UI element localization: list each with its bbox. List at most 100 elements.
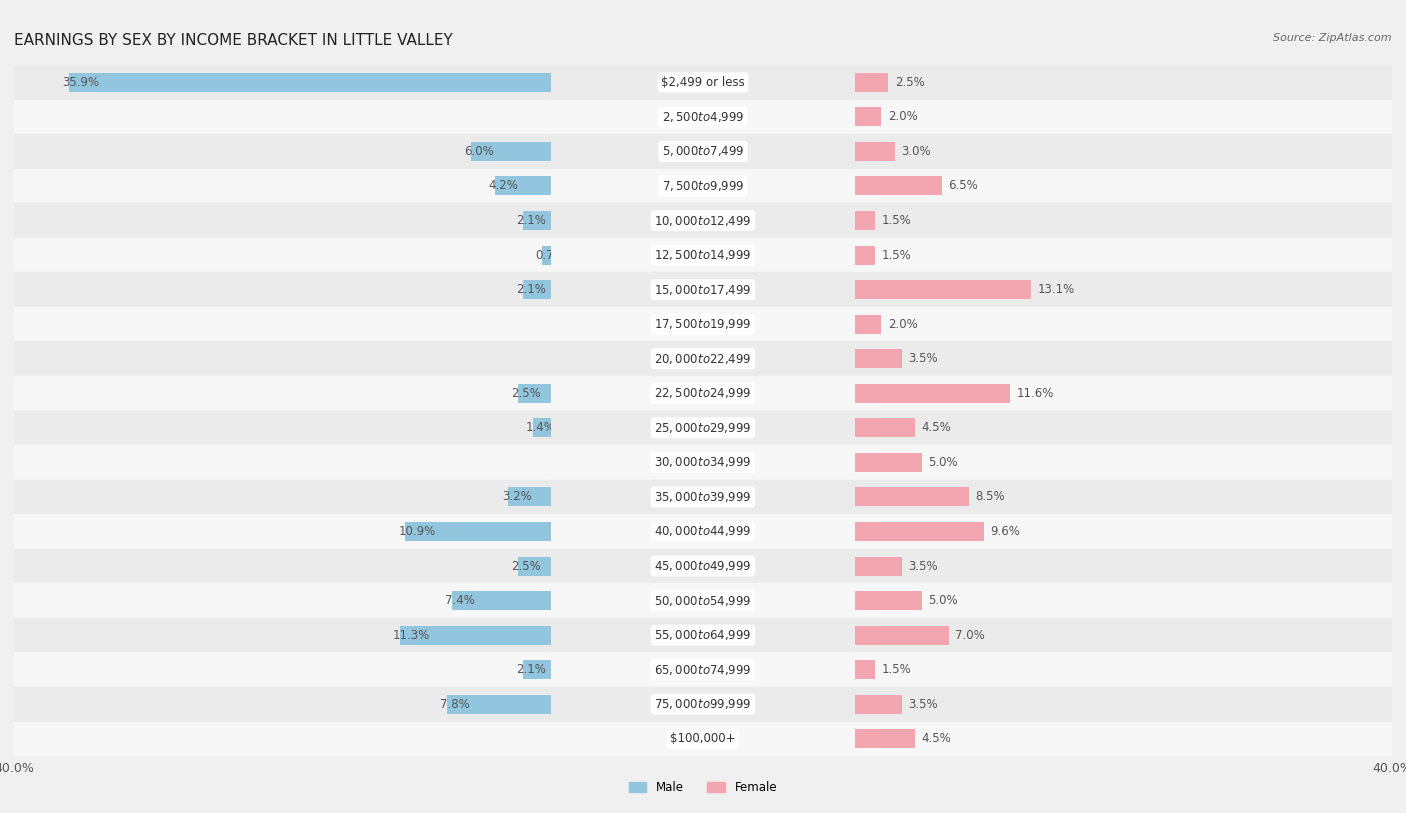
Bar xyxy=(14,584,551,618)
Text: $25,000 to $29,999: $25,000 to $29,999 xyxy=(654,421,752,435)
Bar xyxy=(855,411,1392,446)
Text: 7.0%: 7.0% xyxy=(955,628,986,641)
Text: 13.1%: 13.1% xyxy=(1038,283,1074,296)
Text: 35.9%: 35.9% xyxy=(62,76,100,89)
Bar xyxy=(551,687,855,722)
Bar xyxy=(855,384,1011,402)
Bar xyxy=(855,315,882,333)
Legend: Male, Female: Male, Female xyxy=(624,776,782,799)
Bar xyxy=(451,591,551,610)
Bar xyxy=(855,73,889,92)
Bar xyxy=(855,591,922,610)
Text: $22,500 to $24,999: $22,500 to $24,999 xyxy=(654,386,752,400)
Text: 3.0%: 3.0% xyxy=(901,145,931,158)
Text: $100,000+: $100,000+ xyxy=(671,733,735,746)
Bar xyxy=(855,695,901,714)
Bar xyxy=(14,549,551,584)
Bar xyxy=(855,211,875,230)
Bar xyxy=(855,618,1392,652)
Text: 2.5%: 2.5% xyxy=(894,76,925,89)
Text: 1.5%: 1.5% xyxy=(882,214,911,227)
Text: $20,000 to $22,499: $20,000 to $22,499 xyxy=(654,352,752,366)
Bar xyxy=(533,419,551,437)
Bar xyxy=(855,515,1392,549)
Bar xyxy=(14,687,551,722)
Bar xyxy=(509,488,551,506)
Bar xyxy=(551,652,855,687)
Text: 3.2%: 3.2% xyxy=(502,490,531,503)
Bar xyxy=(551,203,855,237)
Bar xyxy=(551,376,855,411)
Bar xyxy=(855,280,1031,299)
Bar xyxy=(405,522,551,541)
Bar xyxy=(855,626,949,645)
Bar xyxy=(855,272,1392,307)
Bar xyxy=(551,549,855,584)
Bar xyxy=(551,411,855,446)
Bar xyxy=(855,376,1392,411)
Bar xyxy=(855,660,875,679)
Text: $10,000 to $12,499: $10,000 to $12,499 xyxy=(654,214,752,228)
Bar xyxy=(551,169,855,203)
Text: 8.5%: 8.5% xyxy=(976,490,1005,503)
Bar xyxy=(14,722,551,756)
Bar xyxy=(14,515,551,549)
Bar xyxy=(523,280,551,299)
Text: 1.5%: 1.5% xyxy=(882,249,911,262)
Bar xyxy=(551,480,855,515)
Text: $35,000 to $39,999: $35,000 to $39,999 xyxy=(654,490,752,504)
Bar xyxy=(14,446,551,480)
Text: 4.5%: 4.5% xyxy=(922,733,952,746)
Bar xyxy=(855,134,1392,169)
Bar xyxy=(855,419,915,437)
Text: 2.1%: 2.1% xyxy=(516,663,547,676)
Text: 6.5%: 6.5% xyxy=(949,180,979,193)
Text: 11.3%: 11.3% xyxy=(392,628,430,641)
Text: 3.5%: 3.5% xyxy=(908,698,938,711)
Text: $7,500 to $9,999: $7,500 to $9,999 xyxy=(662,179,744,193)
Bar xyxy=(855,341,1392,376)
Bar xyxy=(855,176,942,195)
Text: 2.0%: 2.0% xyxy=(889,111,918,124)
Bar xyxy=(855,99,1392,134)
Text: $17,500 to $19,999: $17,500 to $19,999 xyxy=(654,317,752,331)
Text: $55,000 to $64,999: $55,000 to $64,999 xyxy=(654,628,752,642)
Text: $2,499 or less: $2,499 or less xyxy=(661,76,745,89)
Text: 2.5%: 2.5% xyxy=(512,559,541,572)
Bar xyxy=(517,384,551,402)
Bar xyxy=(14,618,551,652)
Text: 5.0%: 5.0% xyxy=(928,456,957,469)
Text: EARNINGS BY SEX BY INCOME BRACKET IN LITTLE VALLEY: EARNINGS BY SEX BY INCOME BRACKET IN LIT… xyxy=(14,33,453,47)
Text: 6.0%: 6.0% xyxy=(464,145,494,158)
Text: 4.2%: 4.2% xyxy=(488,180,519,193)
Text: 1.5%: 1.5% xyxy=(882,663,911,676)
Text: $30,000 to $34,999: $30,000 to $34,999 xyxy=(654,455,752,469)
Bar xyxy=(543,246,551,264)
Bar xyxy=(14,65,551,99)
Bar xyxy=(855,65,1392,99)
Bar xyxy=(523,660,551,679)
Text: $12,500 to $14,999: $12,500 to $14,999 xyxy=(654,248,752,262)
Bar xyxy=(855,549,1392,584)
Text: 3.5%: 3.5% xyxy=(908,352,938,365)
Bar xyxy=(855,480,1392,515)
Bar xyxy=(551,134,855,169)
Bar xyxy=(447,695,551,714)
Bar xyxy=(14,169,551,203)
Bar xyxy=(14,411,551,446)
Bar xyxy=(855,557,901,576)
Bar xyxy=(855,687,1392,722)
Bar xyxy=(14,307,551,341)
Bar xyxy=(14,272,551,307)
Text: 2.0%: 2.0% xyxy=(889,318,918,331)
Text: $50,000 to $54,999: $50,000 to $54,999 xyxy=(654,593,752,607)
Bar xyxy=(14,652,551,687)
Bar xyxy=(14,341,551,376)
Text: 9.6%: 9.6% xyxy=(990,525,1021,538)
Bar xyxy=(69,73,551,92)
Bar xyxy=(855,446,1392,480)
Bar xyxy=(551,341,855,376)
Bar xyxy=(855,453,922,472)
Bar xyxy=(855,107,882,126)
Bar xyxy=(517,557,551,576)
